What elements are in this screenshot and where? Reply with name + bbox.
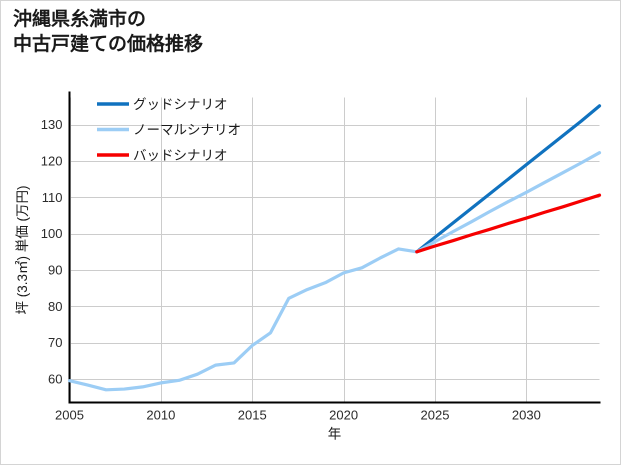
page-title: 沖縄県糸満市の 中古戸建ての価格推移 bbox=[13, 9, 204, 55]
y-tick-label: 130 bbox=[41, 117, 63, 132]
x-tick-label: 2010 bbox=[146, 408, 175, 423]
legend-label: バッドシナリオ bbox=[133, 148, 228, 163]
x-tick-label: 2030 bbox=[512, 408, 541, 423]
x-tick-label: 2015 bbox=[238, 408, 267, 423]
y-tick-label: 90 bbox=[48, 262, 62, 277]
x-tick-label: 2020 bbox=[329, 408, 358, 423]
y-tick-label: 120 bbox=[41, 154, 63, 169]
y-tick-label: 70 bbox=[48, 335, 62, 350]
y-tick-label: 80 bbox=[48, 299, 62, 314]
y-axis-title: 坪 (3.3㎡) 単価 (万円) bbox=[15, 185, 30, 314]
y-tick-label: 110 bbox=[42, 190, 63, 205]
series-line-グッドシナリオ bbox=[415, 104, 602, 254]
y-tick-label: 100 bbox=[41, 226, 63, 241]
x-axis-title: 年 bbox=[328, 427, 342, 442]
y-tick-label: 60 bbox=[48, 371, 62, 386]
series-line-バッドシナリオ bbox=[415, 193, 602, 254]
legend-label: ノーマルシナリオ bbox=[133, 123, 241, 138]
legend-label: グッドシナリオ bbox=[133, 97, 228, 112]
x-tick-label: 2025 bbox=[421, 408, 450, 423]
series-line-ノーマルシナリオ bbox=[67, 151, 602, 392]
x-tick-label: 2005 bbox=[55, 408, 84, 423]
axis-spines bbox=[68, 91, 601, 404]
